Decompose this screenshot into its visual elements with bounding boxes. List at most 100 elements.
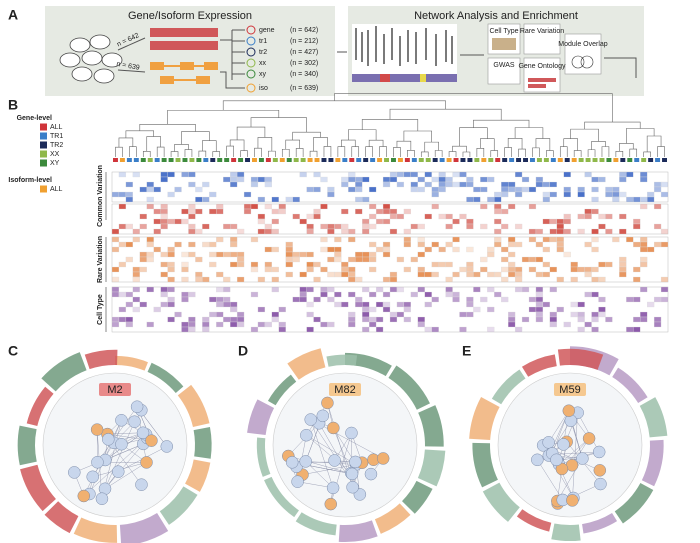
heatmap-cell: [195, 186, 203, 193]
heatmap-cell: [229, 176, 238, 183]
heatmap-cell: [181, 291, 189, 298]
heatmap-cell: [382, 306, 391, 313]
set-count: (n = 642): [290, 27, 318, 34]
set-icon: [246, 69, 256, 79]
box-label: GWAS: [493, 62, 514, 69]
panel-label: D: [238, 343, 248, 359]
heatmap-cell: [584, 171, 592, 178]
heatmap-cell: [591, 326, 599, 333]
heatmap-cell: [403, 306, 411, 313]
heatmap-cell: [480, 223, 488, 230]
heatmap-cell: [424, 213, 432, 220]
heatmap-cell: [438, 261, 446, 268]
heatmap-cell: [160, 223, 168, 230]
legend-swatch: [40, 185, 47, 193]
heatmap-cell: [236, 261, 245, 268]
heatmap-cell: [584, 321, 592, 328]
heatmap-cell: [653, 316, 662, 323]
heatmap-cell: [139, 301, 147, 308]
heatmap-cell: [160, 203, 168, 210]
heatmap-cell: [229, 241, 238, 248]
heatmap-cell: [181, 251, 189, 258]
heatmap-cell: [389, 213, 398, 220]
heatmap-cell: [445, 286, 453, 293]
column-marker: [189, 158, 195, 162]
heatmap-cell: [153, 218, 161, 225]
heatmap-cell: [640, 256, 648, 263]
heatmap-cell: [431, 241, 439, 248]
heatmap-cell: [236, 228, 245, 235]
ring-segment: [84, 349, 118, 370]
heatmap-cell: [577, 228, 585, 235]
heatmap-cell: [362, 256, 370, 263]
ring-segment: [469, 397, 500, 441]
heatmap-cell: [209, 261, 217, 268]
column-marker: [175, 158, 181, 162]
heatmap-cell: [556, 223, 564, 230]
heatmap-cell: [306, 228, 314, 235]
network-node: [346, 480, 359, 494]
heatmap-cell: [591, 176, 599, 183]
heatmap-cell: [257, 176, 266, 183]
ring-segment: [338, 520, 378, 543]
heatmap-cell: [389, 208, 398, 215]
heatmap-cell: [501, 266, 509, 273]
heatmap-cell: [542, 196, 551, 203]
column-marker: [356, 158, 362, 162]
heatmap-cell: [389, 286, 398, 293]
heatmap-cell: [368, 203, 377, 210]
heatmap-cell: [348, 291, 356, 298]
heatmap-cell: [209, 296, 217, 303]
heatmap-cell: [598, 223, 606, 230]
heatmap-cell: [216, 321, 224, 328]
heatmap-cell: [591, 236, 599, 243]
heatmap-cell: [223, 296, 231, 303]
heatmap-cell: [355, 301, 363, 308]
heatmap-cell: [591, 276, 599, 283]
heatmap-cell: [410, 186, 418, 193]
heatmap-cell: [118, 171, 127, 178]
heatmap-cell: [223, 176, 231, 183]
heatmap-cell: [111, 276, 120, 283]
column-marker: [238, 158, 244, 162]
heatmap-cell: [195, 228, 203, 235]
column-marker: [585, 158, 591, 162]
heatmap-cell: [313, 213, 321, 220]
heatmap-cell: [181, 266, 189, 273]
heatmap-cell: [125, 321, 134, 328]
ring-segment: [388, 365, 430, 410]
ring-segment: [418, 405, 444, 447]
column-marker: [571, 158, 577, 162]
set-icon: [246, 58, 256, 68]
heatmap-cell: [452, 271, 460, 278]
heatmap-cell: [473, 306, 481, 313]
heatmap-cell: [501, 223, 509, 230]
heatmap-cell: [494, 208, 502, 215]
heatmap-cell: [466, 223, 474, 230]
heatmap-cell: [612, 186, 620, 193]
heatmap-cell: [236, 316, 245, 323]
heatmap-cell: [118, 261, 127, 268]
heatmap-cell: [584, 291, 592, 298]
arrow-label: n = 639: [116, 61, 141, 72]
heatmap-cell: [216, 296, 224, 303]
heatmap-cell: [514, 326, 523, 333]
heatmap-cell: [327, 321, 335, 328]
heatmap-cell: [368, 213, 377, 220]
heatmap-cell: [640, 171, 648, 178]
heatmap-cell: [431, 326, 439, 333]
heatmap-cell: [355, 208, 363, 215]
column-marker: [557, 158, 563, 162]
heatmap-cell: [549, 266, 557, 273]
heatmap-cell: [278, 321, 286, 328]
heatmap-cell: [264, 246, 272, 253]
heatmap-cell: [570, 266, 578, 273]
heatmap-cell: [445, 291, 453, 298]
network-node: [582, 432, 596, 445]
heatmap-cell: [403, 171, 411, 178]
heatmap-cell: [299, 291, 307, 298]
heatmap-cell: [327, 191, 335, 198]
heatmap-cell: [640, 236, 648, 243]
heatmap-cell: [146, 196, 154, 203]
heatmap-cell: [341, 266, 349, 273]
